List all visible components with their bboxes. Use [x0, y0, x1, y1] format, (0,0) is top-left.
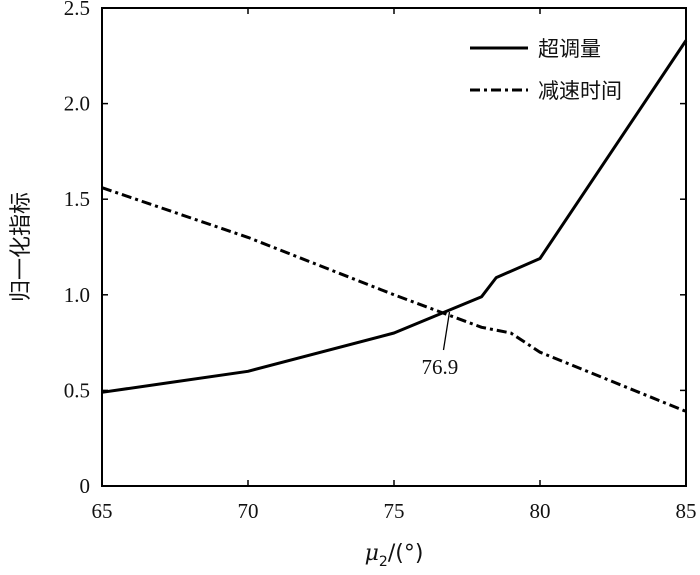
x-axis-subscript: 2 — [379, 554, 388, 570]
x-axis-symbol: μ — [365, 541, 379, 566]
x-tick-label: 75 — [384, 499, 405, 523]
x-tick-label: 80 — [530, 499, 551, 523]
y-tick-label: 2.0 — [64, 92, 90, 116]
legend-label: 减速时间 — [538, 79, 622, 103]
y-axis-label: 归一化指标 — [9, 192, 34, 302]
x-tick-label: 65 — [92, 499, 113, 523]
y-tick-label: 0 — [80, 474, 91, 498]
series-layer — [101, 39, 688, 413]
x-axis-unit: /(°) — [388, 541, 424, 566]
x-tick-label: 85 — [676, 499, 697, 523]
annotation-leader — [442, 311, 451, 351]
y-tick-label: 0.5 — [64, 378, 90, 402]
x-tick-label: 70 — [238, 499, 259, 523]
series-line-deceleration-time — [101, 186, 687, 413]
y-tick-label: 2.5 — [64, 0, 90, 20]
series-line-overshoot — [101, 39, 688, 394]
y-tick-label: 1.5 — [64, 187, 90, 211]
annotation-label: 76.9 — [421, 355, 458, 379]
y-tick-label: 1.0 — [64, 283, 90, 307]
annotation-layer: 76.9 — [421, 311, 458, 379]
legend-label: 超调量 — [538, 37, 601, 61]
x-axis-label: μ2/(°) — [365, 541, 424, 570]
